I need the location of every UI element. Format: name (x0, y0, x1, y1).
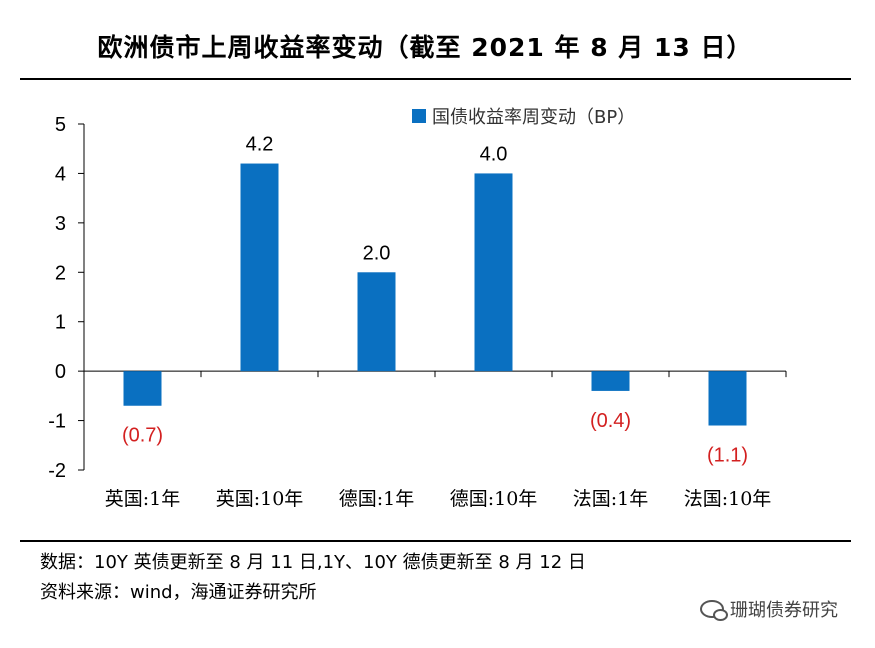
wechat-icon (700, 600, 728, 621)
x-tick-label: 英国:10年 (216, 488, 304, 510)
y-tick-label: 5 (55, 114, 66, 136)
y-tick-label: 4 (55, 163, 66, 185)
data-label: 4.0 (480, 143, 508, 165)
legend-swatch (412, 109, 426, 123)
data-label: (1.1) (707, 445, 748, 467)
data-label: (0.4) (590, 410, 631, 432)
bar (474, 173, 513, 372)
bar-chart: -2 -1 0 1 2 3 4 5 (0.7) 英国:1年 4.2 英国:10年 2.0 德国:1年 4.0… (48, 107, 787, 510)
watermark: 珊瑚债券研究 (700, 596, 838, 622)
x-tick-label: 法国:10年 (684, 488, 772, 510)
legend-label: 国债收益率周变动（BP） (432, 107, 635, 128)
data-note: 数据：10Y 英债更新至 8 月 11 日,1Y、10Y 德债更新至 8 月 1… (40, 552, 586, 573)
notes: 数据：10Y 英债更新至 8 月 11 日,1Y、10Y 德债更新至 8 月 1… (40, 548, 586, 608)
data-label: (0.7) (122, 425, 163, 447)
y-tick-label: 0 (55, 361, 66, 383)
data-label: 2.0 (363, 242, 391, 264)
bar (708, 371, 747, 426)
bar (123, 371, 162, 406)
y-tick-label: 2 (55, 262, 66, 284)
footer-rule (20, 540, 851, 542)
x-tick-label: 法国:1年 (573, 488, 649, 510)
x-tick-label: 德国:10年 (450, 488, 538, 510)
y-tick-label: 1 (55, 312, 66, 334)
title-rule (20, 78, 851, 80)
source-note: 资料来源：wind，海通证券研究所 (40, 582, 317, 603)
bar (357, 272, 396, 372)
y-tick-label: -1 (48, 411, 66, 433)
x-tick-label: 德国:1年 (339, 488, 415, 510)
y-tick-label: 3 (55, 213, 66, 235)
chart-title: 欧洲债市上周收益率变动（截至 2021 年 8 月 13 日） (97, 33, 753, 62)
bar (240, 163, 279, 372)
x-tick-label: 英国:1年 (105, 488, 181, 510)
y-tick-label: -2 (48, 460, 66, 482)
data-label: 4.2 (246, 134, 274, 156)
watermark-text: 珊瑚债券研究 (730, 600, 838, 621)
bar (591, 371, 630, 391)
